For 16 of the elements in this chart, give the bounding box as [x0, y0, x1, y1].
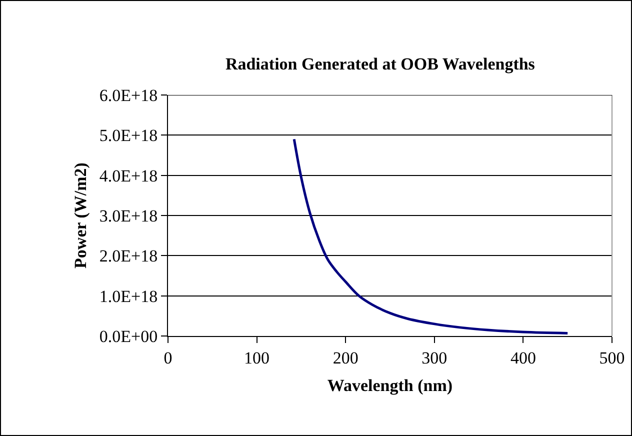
x-tick-label: 300: [422, 348, 448, 368]
y-axis-title: Power (W/m2): [70, 162, 90, 268]
y-tick-label: 0.0E+00: [99, 326, 158, 346]
y-tick-label: 3.0E+18: [99, 206, 158, 226]
y-tick-label: 2.0E+18: [99, 246, 158, 266]
x-tick-label: 500: [599, 348, 625, 368]
x-tick-label: 100: [244, 348, 270, 368]
y-tick-label: 6.0E+18: [99, 86, 158, 105]
x-axis-title: Wavelength (nm): [327, 376, 453, 395]
y-tick-label: 5.0E+18: [99, 126, 158, 146]
y-tick-label: 4.0E+18: [99, 166, 158, 186]
y-tick-label: 1.0E+18: [99, 286, 158, 306]
x-tick-label: 0: [164, 348, 172, 368]
chart-title: Radiation Generated at OOB Wavelengths: [225, 54, 536, 74]
x-tick-label: 200: [332, 348, 358, 368]
x-tick-label: 400: [510, 348, 536, 368]
